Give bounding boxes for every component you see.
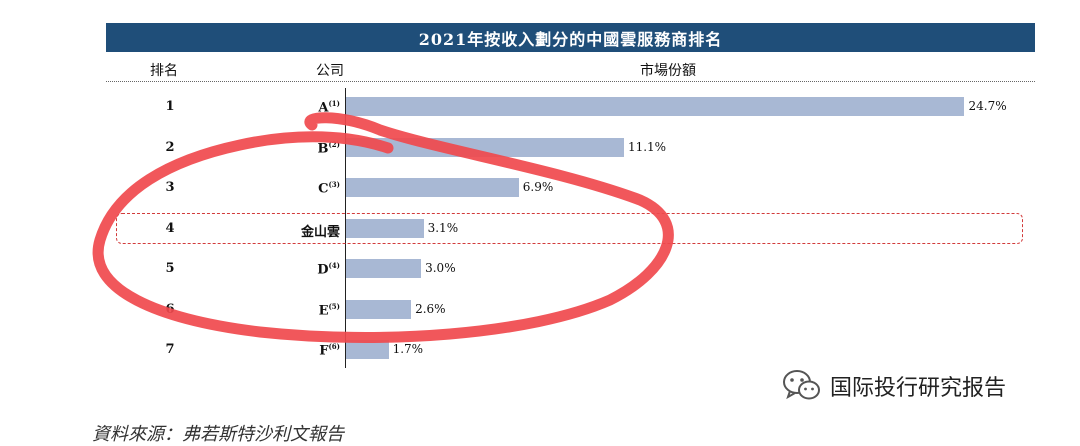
rank-label: 7: [165, 342, 175, 357]
column-header-market-share: 市場份額: [640, 63, 696, 79]
company-label: D(4): [317, 261, 340, 277]
rank-label: 3: [165, 180, 175, 195]
chart-title: 2021年按收入劃分的中國雲服務商排名: [106, 23, 1035, 52]
company-footnote: (2): [328, 139, 341, 149]
chart-row: 4 金山雲 3.1%: [0, 218, 1080, 240]
value-label: 11.1%: [627, 139, 667, 154]
company-label: A(1): [318, 99, 340, 115]
bar: [346, 178, 519, 197]
highlight-box-row-4: [116, 213, 1023, 244]
column-header-company: 公司: [316, 63, 344, 79]
company-label: B(2): [318, 140, 341, 156]
value-label: 3.1%: [427, 220, 459, 235]
chart-row: 7 F(6) 1.7%: [0, 339, 1080, 361]
rank-label: 5: [165, 261, 175, 276]
watermark-text: 国际投行研究报告: [830, 376, 1007, 401]
chart-row: 3 C(3) 6.9%: [0, 177, 1080, 199]
column-header-row: 排名 公司 市場份額: [0, 58, 1080, 82]
company-footnote: (4): [328, 261, 341, 270]
chart-row: 6 E(5) 2.6%: [0, 299, 1080, 321]
column-header-rank: 排名: [150, 63, 178, 79]
company-name: D: [317, 262, 329, 278]
company-label: 金山雲: [301, 221, 340, 240]
value-label: 2.6%: [415, 301, 446, 316]
company-footnote: (6): [328, 342, 341, 351]
rank-label: 4: [165, 220, 175, 236]
rank-label: 2: [165, 139, 175, 155]
header-divider: [106, 81, 1035, 82]
company-name: C: [318, 181, 329, 197]
company-footnote: (1): [328, 99, 341, 108]
company-name: A: [318, 100, 329, 116]
company-footnote: (5): [328, 301, 341, 311]
rank-label: 1: [165, 99, 175, 114]
value-label: 3.0%: [425, 261, 456, 275]
value-label: 24.7%: [968, 99, 1007, 113]
source-note: 資料來源：弗若斯特沙利文報告: [92, 424, 344, 445]
company-footnote: (3): [328, 180, 341, 189]
bar: [346, 259, 422, 278]
value-label: 1.7%: [392, 342, 424, 356]
wechat-icon: [783, 370, 820, 400]
company-label: E(5): [319, 302, 340, 318]
watermark: 国际投行研究报告: [782, 368, 1006, 404]
bar: [346, 97, 965, 116]
chart-row: 1 A(1) 24.7%: [0, 96, 1080, 118]
company-label: F(6): [319, 342, 340, 358]
bar: [346, 340, 389, 359]
bar: [346, 218, 424, 238]
company-name: F: [319, 343, 329, 359]
company-name: B: [317, 140, 329, 156]
company-name: E: [318, 302, 329, 318]
hand-drawn-circle-annotation: [92, 112, 674, 343]
y-axis-line: [345, 88, 346, 368]
company-label: C(3): [318, 180, 340, 196]
bar: [346, 299, 412, 319]
company-name: 金山雲: [300, 224, 340, 240]
chart-row: 5 D(4) 3.0%: [0, 258, 1080, 280]
value-label: 6.9%: [522, 180, 554, 194]
